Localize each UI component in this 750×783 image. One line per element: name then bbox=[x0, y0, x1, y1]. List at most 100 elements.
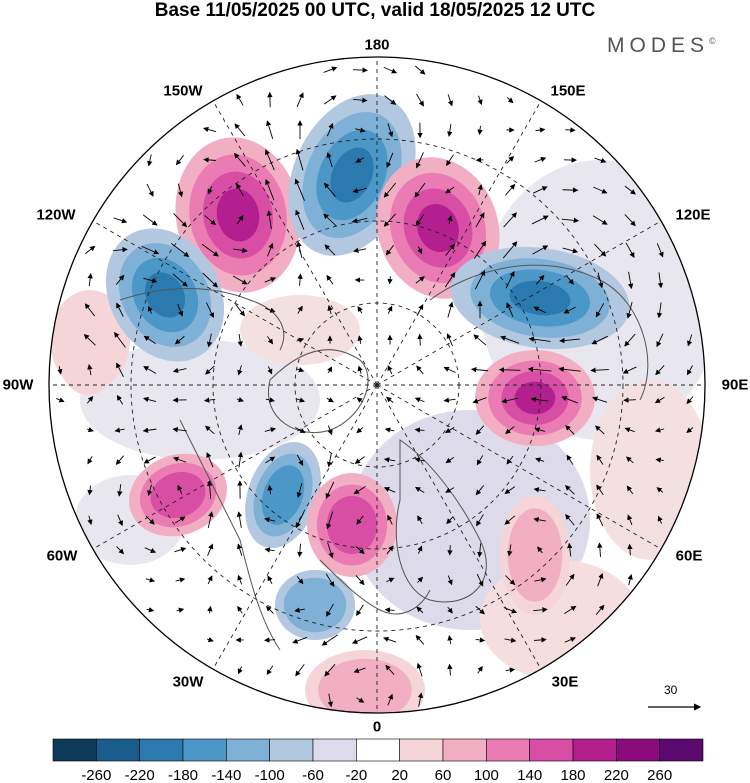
wind-arrow bbox=[351, 217, 368, 224]
wind-arrow bbox=[447, 575, 453, 586]
wind-arrow bbox=[414, 65, 426, 75]
wind-arrow bbox=[117, 514, 123, 527]
wind-arrow bbox=[236, 215, 244, 225]
meridian-line bbox=[92, 384, 378, 550]
wind-arrow bbox=[596, 484, 604, 496]
colorbar-swatch bbox=[659, 738, 704, 762]
wind-arrow bbox=[477, 125, 483, 136]
wind-arrow bbox=[592, 396, 608, 403]
wind-arrow bbox=[590, 367, 609, 373]
wind-arrow bbox=[296, 241, 303, 258]
wind-arrow bbox=[504, 515, 516, 525]
wind-arrow bbox=[207, 511, 214, 529]
lon-label-120e: 120E bbox=[675, 206, 711, 224]
wind-arrow bbox=[236, 543, 243, 556]
lon-label-60e: 60E bbox=[675, 547, 703, 565]
colorbar-tick-label: -260 bbox=[81, 767, 111, 783]
wind-arrow bbox=[353, 97, 368, 103]
colorbar-swatch bbox=[52, 738, 97, 762]
wind-arrow bbox=[234, 123, 246, 137]
wind-arrow bbox=[416, 662, 423, 677]
reference-vector-label: 30 bbox=[664, 683, 678, 697]
wind-arrow bbox=[384, 607, 395, 613]
wind-arrow bbox=[177, 303, 184, 317]
wind-arrow bbox=[237, 451, 244, 468]
wind-arrow bbox=[237, 365, 243, 376]
wind-arrow bbox=[627, 514, 633, 525]
map-title: Base 11/05/2025 00 UTC, valid 18/05/2025… bbox=[154, 0, 596, 21]
wind-arrow bbox=[535, 457, 545, 463]
colorbar-tick-label: 220 bbox=[604, 767, 629, 783]
wind-arrow bbox=[386, 545, 394, 555]
wind-arrow bbox=[530, 396, 549, 403]
wind-arrow bbox=[445, 186, 455, 194]
wind-arrow bbox=[476, 514, 484, 527]
wind-arrow bbox=[295, 397, 306, 403]
wind-arrow bbox=[357, 335, 363, 344]
wind-arrow bbox=[477, 95, 483, 106]
brand-name: MODES bbox=[607, 34, 710, 57]
wind-arrow bbox=[266, 120, 274, 140]
wind-arrow bbox=[113, 217, 128, 224]
map-border bbox=[48, 56, 706, 714]
wind-arrow bbox=[323, 66, 338, 73]
wind-arrow bbox=[386, 152, 394, 169]
wind-arrow bbox=[686, 365, 693, 376]
wind-arrow bbox=[656, 243, 664, 258]
wind-arrow bbox=[265, 307, 276, 313]
wind-arrow bbox=[147, 305, 153, 314]
wind-arrow bbox=[537, 546, 543, 554]
wind-arrow bbox=[385, 664, 395, 675]
colorbar-tick-label: 20 bbox=[391, 767, 408, 783]
wind-arrow bbox=[625, 242, 635, 259]
wind-arrow bbox=[321, 634, 338, 646]
wind-arrow bbox=[323, 213, 337, 227]
wind-arrow bbox=[387, 305, 393, 314]
wind-arrow bbox=[356, 697, 365, 703]
wind-arrow bbox=[326, 511, 334, 530]
wind-arrow bbox=[475, 425, 485, 435]
wind-arrow bbox=[147, 154, 153, 167]
wind-arrow bbox=[265, 397, 275, 403]
wind-arrow bbox=[627, 574, 633, 586]
colorbar-tick-label: -60 bbox=[302, 767, 324, 783]
wind-arrow bbox=[505, 575, 516, 586]
wind-arrow bbox=[236, 511, 243, 528]
meridian-line bbox=[376, 384, 662, 550]
wind-arrow bbox=[443, 397, 456, 403]
wind-arrow bbox=[324, 663, 336, 677]
wind-arrow bbox=[624, 333, 636, 347]
wind-arrow bbox=[87, 456, 93, 465]
wind-arrow bbox=[474, 270, 486, 290]
wind-arrow bbox=[116, 546, 125, 555]
wind-arrow bbox=[686, 427, 694, 434]
wind-arrow bbox=[206, 452, 214, 468]
wind-arrow bbox=[387, 276, 393, 285]
wind-arrow bbox=[447, 301, 454, 318]
wind-arrow bbox=[594, 243, 607, 257]
wind-arrow bbox=[447, 606, 453, 614]
wind-arrow bbox=[506, 97, 514, 104]
wind-arrow bbox=[355, 546, 365, 555]
colorbar-tick-label: 60 bbox=[435, 767, 452, 783]
wind-arrow bbox=[383, 213, 396, 227]
wind-arrow bbox=[175, 516, 186, 524]
wind-arrow bbox=[475, 212, 485, 228]
wind-arrow bbox=[387, 693, 393, 706]
wind-arrow bbox=[561, 396, 579, 404]
wind-arrow bbox=[232, 275, 248, 285]
wind-arrow bbox=[387, 514, 393, 525]
wind-arrow bbox=[175, 577, 186, 583]
wind-arrow bbox=[386, 396, 394, 403]
wind-arrow bbox=[141, 245, 160, 255]
wind-arrow bbox=[355, 575, 365, 586]
wind-arrow bbox=[86, 427, 94, 433]
wind-arrow bbox=[472, 397, 487, 404]
meridian-line bbox=[376, 100, 542, 386]
anomaly-center bbox=[475, 350, 595, 446]
wind-arrow bbox=[206, 302, 215, 319]
wind-arrow bbox=[502, 241, 518, 259]
wind-arrow bbox=[236, 183, 244, 197]
wind-arrow bbox=[267, 242, 274, 257]
wind-arrow bbox=[564, 637, 576, 643]
